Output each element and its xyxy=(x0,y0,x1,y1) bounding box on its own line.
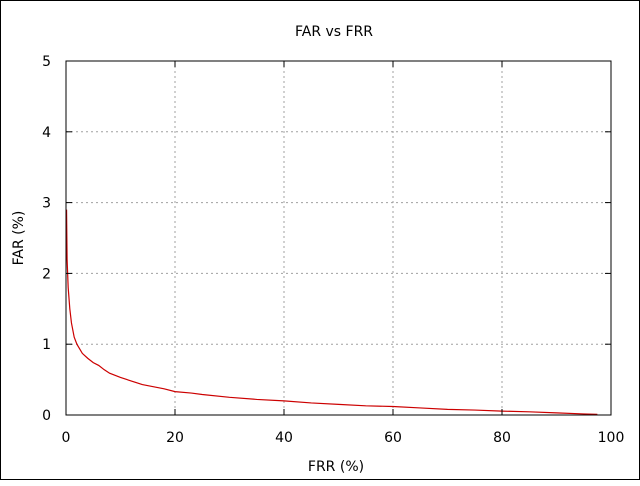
y-axis-label: FAR (%) xyxy=(11,211,27,266)
x-tick-label: 100 xyxy=(598,430,625,446)
curve-layer xyxy=(65,209,598,415)
y-tick-label: 3 xyxy=(42,196,51,212)
x-tick-label: 80 xyxy=(493,430,511,446)
grid-layer xyxy=(66,61,611,415)
x-tick-label: 0 xyxy=(62,430,71,446)
y-tick-label: 0 xyxy=(42,408,51,424)
chart-title: FAR vs FRR xyxy=(295,24,373,40)
y-tick-label: 5 xyxy=(42,54,51,70)
y-tick-label: 2 xyxy=(42,266,51,282)
x-tick-label: 20 xyxy=(166,430,184,446)
far-frr-curve xyxy=(65,209,598,415)
x-tick-label: 40 xyxy=(275,430,293,446)
tick-layer: 0 20 40 60 80 100 0 1 2 3 4 5 xyxy=(42,54,624,446)
y-tick-label: 4 xyxy=(42,125,51,141)
plot-frame xyxy=(65,60,612,416)
y-tick-label: 1 xyxy=(42,337,51,353)
x-axis-label: FRR (%) xyxy=(308,459,364,475)
x-tick-label: 60 xyxy=(384,430,402,446)
